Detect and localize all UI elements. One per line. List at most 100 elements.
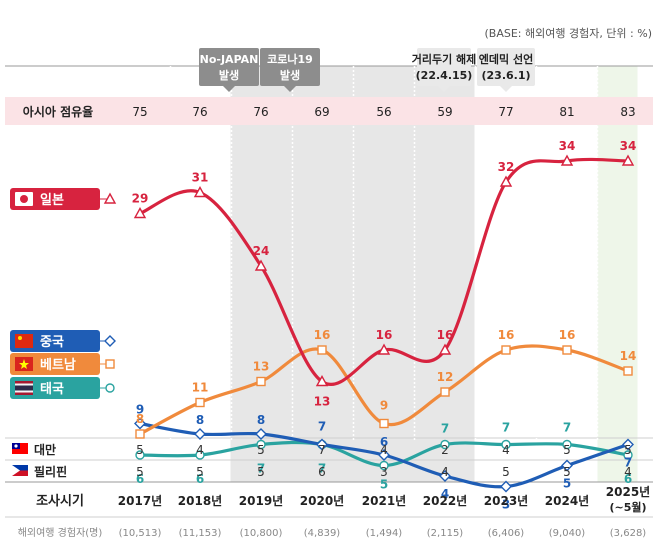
data-point-일본	[193, 186, 207, 198]
x-tick-label: 2018년	[178, 494, 222, 508]
respondents-value: (4,839)	[304, 528, 341, 539]
event-pointer	[500, 86, 512, 92]
legend-label-일본: 일본	[40, 193, 64, 208]
china-flag-icon	[15, 334, 33, 348]
data-label-태국: 6	[136, 472, 144, 486]
legend-label-중국: 중국	[40, 335, 64, 350]
data-point-일본	[621, 154, 635, 166]
event-box	[199, 48, 259, 86]
data-label-태국: 7	[563, 421, 571, 435]
data-point-베트남	[256, 376, 266, 387]
data-label-베트남: 9	[380, 399, 388, 413]
data-point-일본	[560, 154, 574, 166]
data-point-일본	[133, 207, 147, 219]
data-label-일본: 24	[253, 244, 270, 258]
data-label-중국: 4	[441, 487, 449, 501]
data-label-일본: 29	[132, 192, 149, 206]
data-label-일본: 34	[559, 139, 576, 153]
row-value: 5	[257, 443, 265, 457]
event-label: 거리두기 해제	[412, 52, 477, 66]
event-label: 코로나19	[267, 52, 313, 66]
data-label-태국: 6	[624, 472, 632, 486]
data-label-베트남: 8	[136, 412, 144, 426]
respondents-value: (6,406)	[488, 528, 525, 539]
legend-marker-베트남	[105, 359, 115, 369]
row-value: 5	[136, 443, 144, 457]
row-value: 4	[196, 443, 204, 457]
data-label-중국: 6	[380, 435, 388, 449]
data-point-베트남	[440, 387, 450, 397]
data-point-태국	[379, 460, 389, 471]
row-value: 7	[318, 443, 326, 457]
data-point-중국	[378, 449, 390, 461]
data-label-태국: 7	[441, 422, 449, 436]
philippines-flag-red	[12, 470, 28, 476]
row-value: 2	[441, 443, 449, 457]
row-label-필리핀: 필리핀	[34, 464, 67, 479]
event-label: 발생	[280, 68, 300, 82]
thailand-flag-blue	[15, 385, 33, 391]
data-label-중국: 8	[196, 413, 204, 427]
data-point-태국	[135, 450, 145, 460]
data-label-일본: 16	[437, 328, 454, 342]
legend-marker-태국	[105, 383, 115, 393]
row-value: 3	[380, 465, 388, 479]
legend-label-베트남: 베트남	[40, 357, 76, 373]
event-pointer	[284, 86, 296, 92]
data-point-중국	[194, 428, 206, 440]
data-label-일본: 34	[620, 139, 637, 153]
china-flag-star	[18, 336, 22, 340]
row-value: 5	[624, 443, 632, 457]
event-box	[417, 48, 471, 86]
x-tick-label: 2023년	[484, 494, 528, 508]
respondents-value: (9,040)	[549, 528, 586, 539]
row-value: 5	[136, 465, 144, 479]
share-value: 59	[437, 105, 452, 119]
respondents-value: (3,628)	[610, 528, 647, 539]
data-point-중국	[439, 470, 451, 482]
data-point-중국	[316, 438, 328, 451]
respondents-value: (10,800)	[240, 528, 283, 539]
japan-flag-icon	[20, 195, 28, 203]
data-label-중국: 9	[136, 403, 144, 417]
share-value: 81	[559, 105, 574, 119]
pandemic-shade	[230, 66, 475, 482]
respondents-value: (2,115)	[427, 528, 464, 539]
data-point-일본	[254, 259, 268, 271]
data-label-베트남: 16	[314, 328, 331, 342]
respondents-value: (10,513)	[119, 528, 162, 539]
x-tick-label: 2025년	[606, 485, 650, 499]
row-value: 5	[502, 465, 510, 479]
data-point-일본	[315, 375, 329, 387]
data-label-중국: 3	[502, 498, 510, 512]
data-point-태국	[440, 439, 450, 450]
row-value: 4	[502, 443, 510, 457]
share-value: 75	[132, 105, 147, 119]
legend-label-태국: 태국	[40, 382, 64, 397]
event-pointer	[223, 86, 235, 92]
data-label-태국: 5	[380, 478, 388, 492]
data-point-베트남	[623, 366, 633, 376]
share-value: 77	[498, 105, 513, 119]
data-label-태국: 6	[196, 472, 204, 486]
row-value: 5	[196, 465, 204, 479]
data-point-중국	[255, 428, 267, 440]
row-value: 4	[380, 443, 388, 457]
data-label-태국: 7	[502, 421, 510, 435]
vietnam-flag-star	[19, 359, 29, 369]
row-value: 5	[563, 465, 571, 479]
data-point-일본	[438, 343, 452, 355]
data-point-태국	[195, 450, 205, 460]
data-label-베트남: 12	[437, 370, 454, 384]
x-tick-sublabel: (~5월)	[609, 500, 646, 514]
data-label-일본: 31	[192, 171, 209, 185]
share-band	[5, 97, 653, 125]
data-point-중국	[622, 438, 634, 451]
x-tick-label: 2024년	[545, 494, 589, 508]
row-value: 4	[624, 465, 632, 479]
event-pointer	[438, 86, 450, 92]
data-point-태국	[623, 450, 633, 460]
data-label-중국: 5	[563, 477, 571, 491]
data-point-일본	[377, 343, 391, 355]
